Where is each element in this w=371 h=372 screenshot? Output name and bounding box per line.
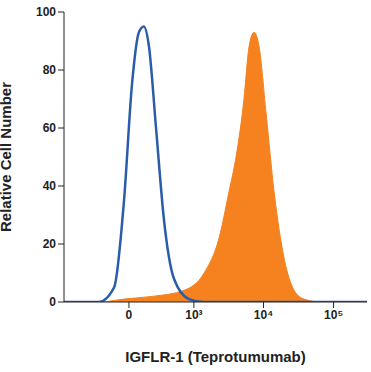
svg-text:100: 100 [36,5,56,19]
svg-text:10⁴: 10⁴ [254,308,273,322]
svg-text:IGFLR-1 (Teprotumumab): IGFLR-1 (Teprotumumab) [125,348,306,365]
svg-text:20: 20 [43,237,57,251]
svg-text:Relative Cell Number: Relative Cell Number [8,82,14,232]
svg-text:10⁵: 10⁵ [324,308,343,322]
svg-text:0: 0 [126,308,133,322]
svg-text:60: 60 [43,121,57,135]
svg-text:40: 40 [43,179,57,193]
svg-text:0: 0 [49,295,56,309]
svg-text:10³: 10³ [185,308,202,322]
svg-text:80: 80 [43,63,57,77]
